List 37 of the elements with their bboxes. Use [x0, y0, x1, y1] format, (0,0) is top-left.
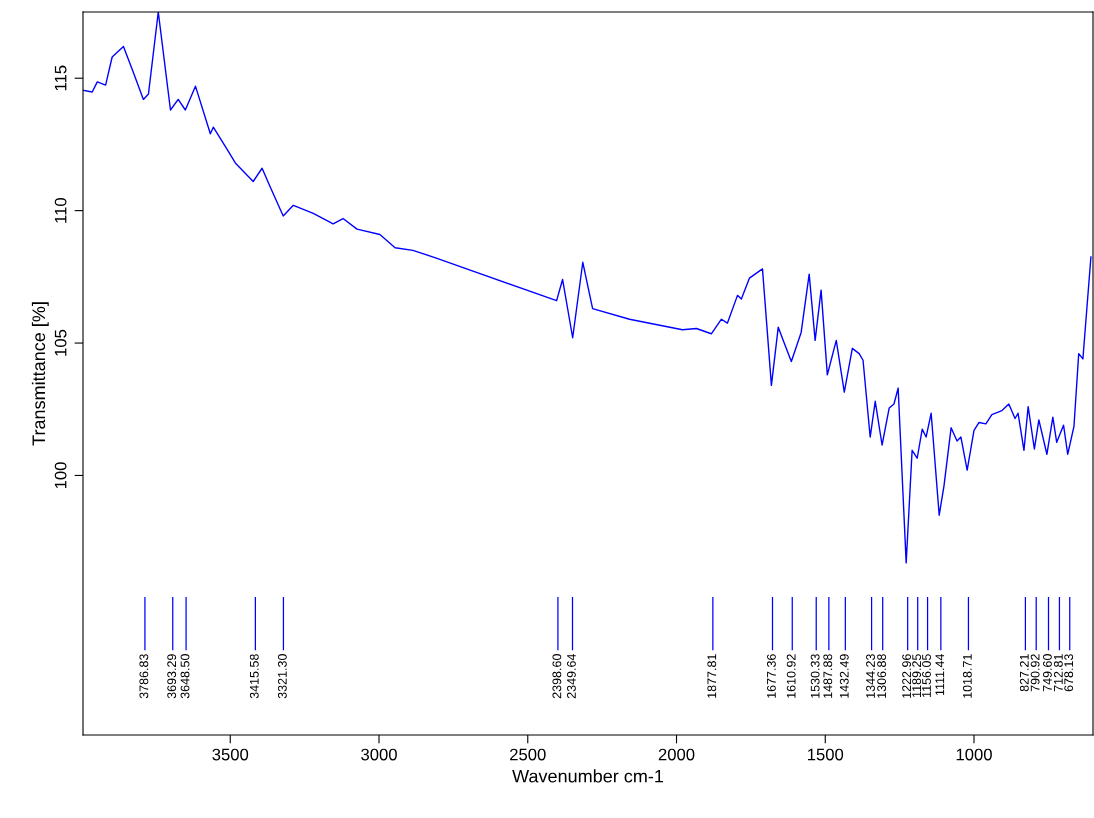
annotation: 2349.64	[566, 653, 576, 699]
annotation: 2398.60	[552, 654, 562, 699]
x-tick-label: 1500	[807, 748, 844, 761]
annotation: 1306.88	[877, 654, 887, 698]
annotation: 827.21	[1019, 654, 1029, 692]
annotation: 1610.92	[786, 654, 796, 698]
annotation: 1344.23	[866, 654, 875, 698]
annotation: 3415.58	[249, 654, 259, 699]
y-tick-label: 110	[54, 197, 67, 223]
annotation: 3693.29	[167, 654, 177, 699]
annotation: 678.13	[1064, 654, 1074, 692]
y-tick-label: 105	[54, 329, 67, 356]
x-tick-label: 2500	[510, 748, 546, 761]
annotation: 3321.30	[277, 654, 287, 699]
annotation: 1156.05	[922, 654, 931, 697]
x-tick-label: 1000	[956, 748, 992, 761]
annotation: 1018.71	[962, 654, 972, 698]
y-tick-label: 115	[54, 65, 67, 91]
y-axis-title: Transmittance [%]	[31, 302, 49, 446]
annotation: 3786.83	[139, 654, 149, 699]
annotation: 1487.88	[823, 654, 833, 698]
annotation: 1222.96	[902, 654, 912, 698]
x-tick-label: 3500	[212, 748, 249, 761]
annotation: 1189.25	[912, 654, 922, 697]
annotation: 790.92	[1030, 654, 1040, 692]
x-axis-title: Wavenumber cm-1	[512, 769, 664, 783]
annotation: 1677.36	[766, 654, 776, 698]
annotation: 712.81	[1053, 654, 1063, 692]
annotation: 1432.49	[839, 654, 849, 698]
annotation: 1111.44	[935, 653, 945, 696]
annotation: 1877.81	[707, 654, 717, 698]
annotation: 1530.33	[810, 654, 820, 698]
x-tick-label: 3000	[361, 748, 397, 761]
x-tick-label: 2000	[658, 748, 695, 761]
y-tick-label: 100	[54, 462, 67, 489]
annotation: 749.60	[1043, 654, 1052, 692]
annotation: 3648.50	[180, 654, 190, 699]
